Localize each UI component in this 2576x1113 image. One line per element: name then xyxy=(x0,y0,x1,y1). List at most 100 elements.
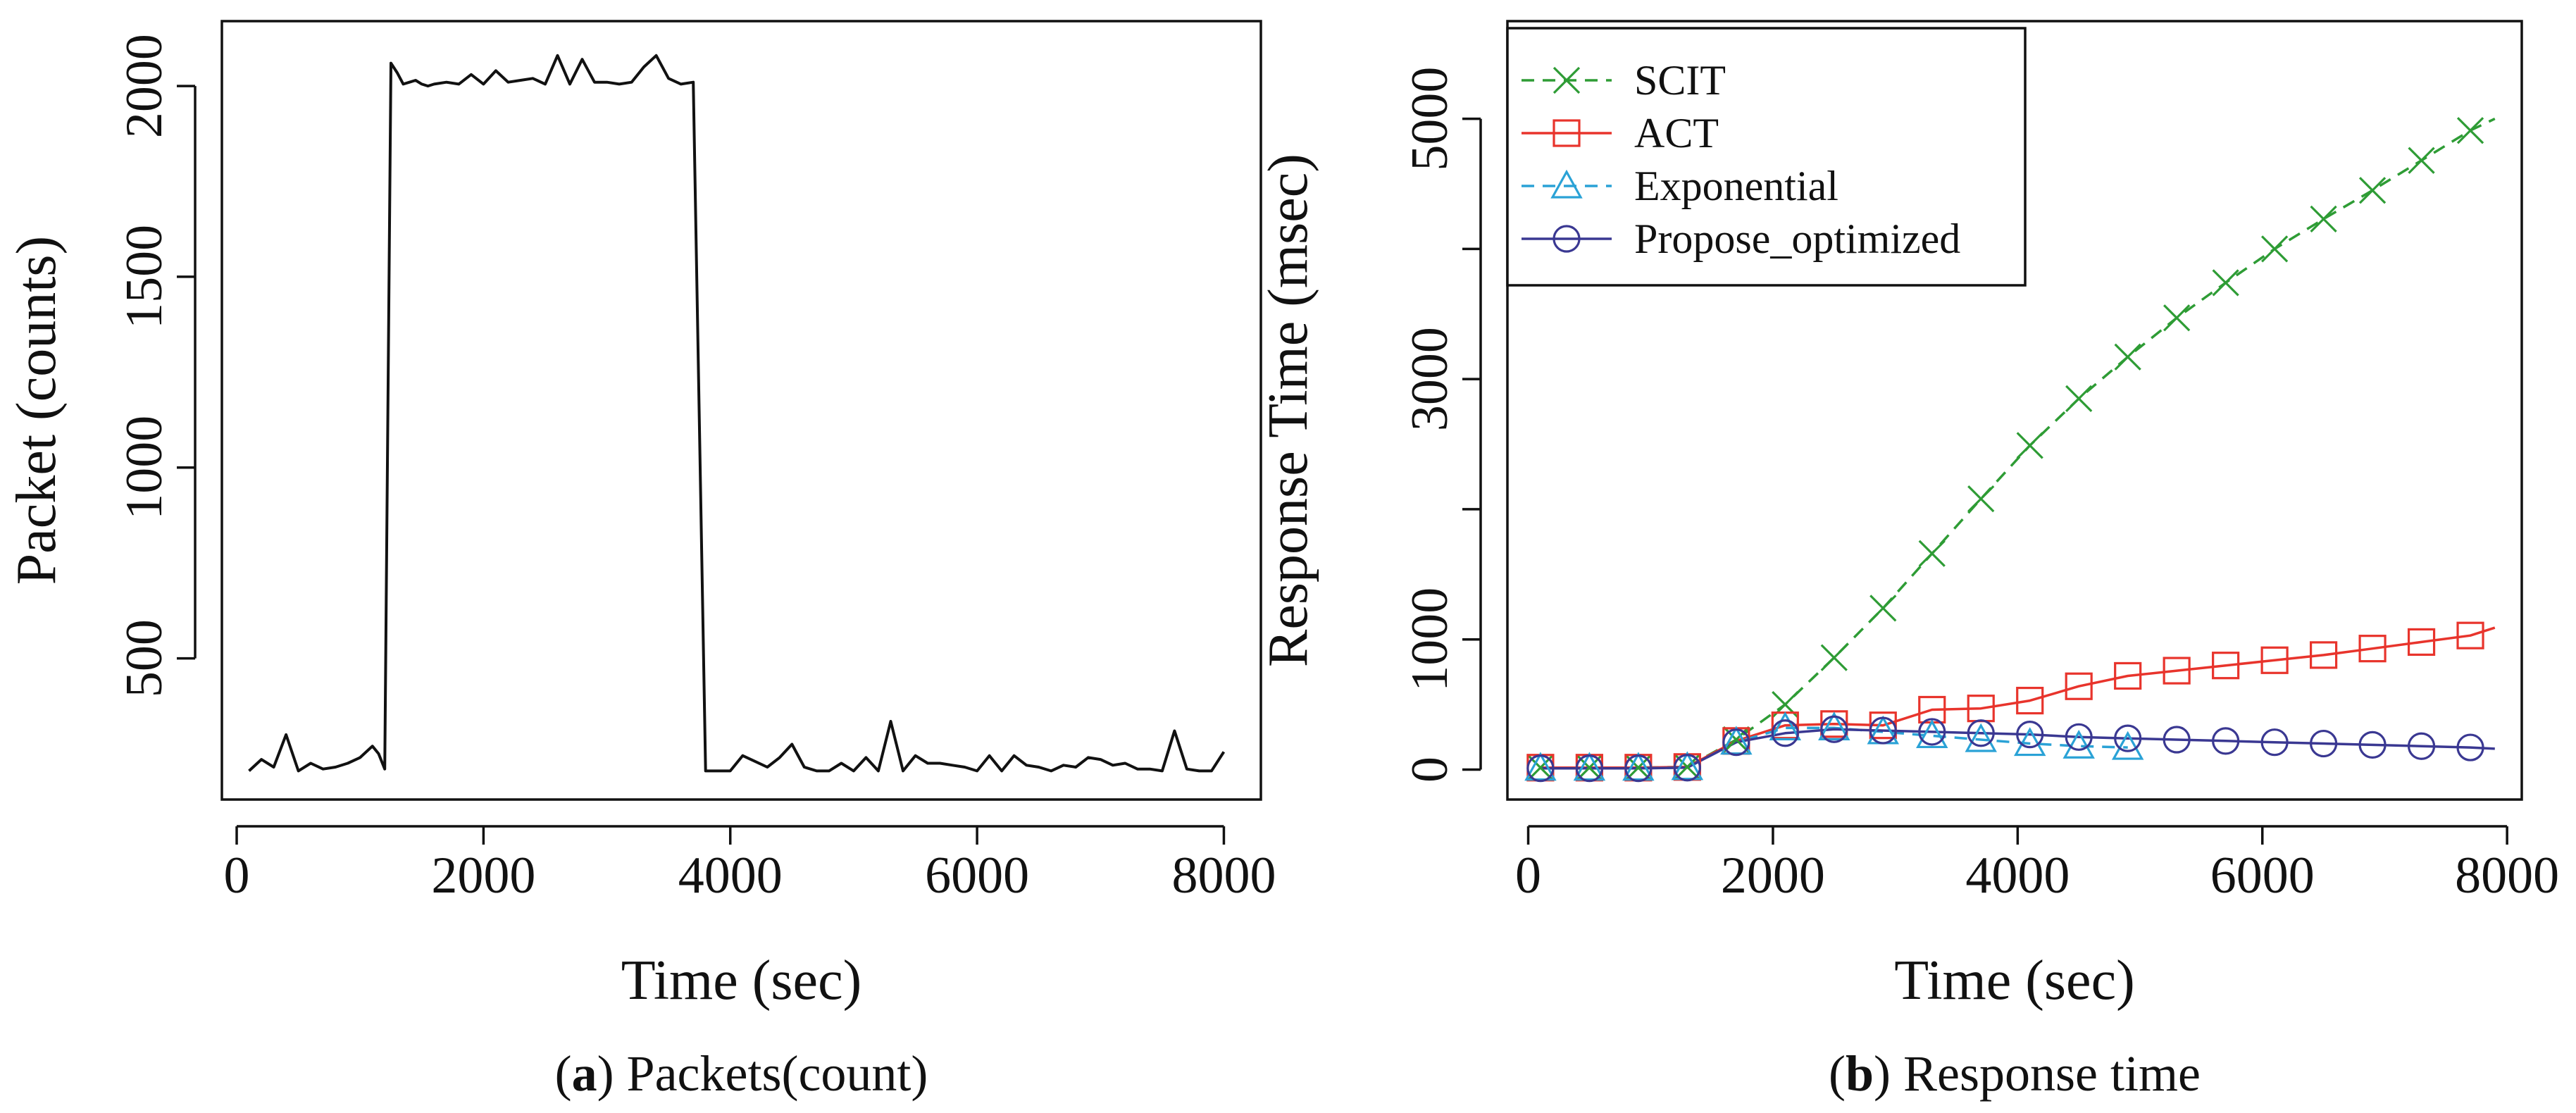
a-y-tick-label: 2000 xyxy=(116,34,173,138)
b-marker-scit xyxy=(1722,726,1750,754)
b-marker-propose-optimized xyxy=(1722,728,1750,757)
a-caption-text: ) Packets(count) xyxy=(597,1045,928,1102)
b-y-tick-label: 5000 xyxy=(1401,67,1459,171)
b-marker-act xyxy=(2358,635,2387,663)
b-marker-exponential xyxy=(1916,719,1948,749)
b-marker-act xyxy=(2114,661,2142,690)
b-marker-scit xyxy=(1820,644,1848,671)
b-marker-propose-optimized xyxy=(1771,719,1799,747)
b-marker-scit xyxy=(2260,235,2289,263)
b-marker-exponential xyxy=(2062,729,2095,759)
b-marker-scit xyxy=(2456,117,2484,144)
a-x-tick-label: 2000 xyxy=(431,847,535,904)
b-marker-scit xyxy=(2408,147,2435,174)
a-y-axis-title: Packet (counts) xyxy=(6,236,68,585)
a-y-tick-label: 1000 xyxy=(116,416,173,520)
chart-b: 0 2000 4000 6000 8000 0 1000 3000 5000 Time (sec)… xyxy=(1257,20,2559,1102)
b-marker-exponential xyxy=(1622,752,1655,781)
b-marker-propose-optimized xyxy=(2114,724,2142,752)
b-x-tick-label: 4000 xyxy=(1965,847,2070,904)
b-marker-act xyxy=(2212,652,2240,680)
b-marker-scit xyxy=(1918,540,1946,567)
b-marker-exponential xyxy=(1720,726,1753,755)
b-legend-label-act: ACT xyxy=(1634,110,1719,156)
b-y-axis-title: Response Time (msec) xyxy=(1257,154,1319,667)
b-marker-act xyxy=(2016,686,2044,715)
b-legend-label-propose-optimized: Propose_optimized xyxy=(1634,216,1960,262)
b-marker-exponential xyxy=(1524,752,1557,781)
b-y-tick-label: 0 xyxy=(1401,757,1459,783)
b-x-axis-title: Time (sec) xyxy=(1894,950,2134,1012)
a-x-tick-label: 4000 xyxy=(678,847,783,904)
b-marker-propose-optimized xyxy=(1575,754,1603,783)
b-legend-marker-exponential xyxy=(1550,169,1583,199)
b-series-line-exponential xyxy=(1540,726,2128,770)
a-x-tick-label: 6000 xyxy=(925,847,1029,904)
b-marker-scit xyxy=(2065,385,2093,413)
b-legend-label-exponential: Exponential xyxy=(1634,163,1838,209)
b-legend-marker-propose-optimized xyxy=(1553,225,1581,253)
b-marker-propose-optimized xyxy=(2407,732,2436,760)
b-marker-exponential xyxy=(1769,711,1802,740)
b-marker-exponential xyxy=(2111,730,2144,760)
b-x-tick-label: 0 xyxy=(1515,847,1541,904)
b-caption-open: ( xyxy=(1829,1045,1846,1102)
b-y-tick-label: 3000 xyxy=(1401,327,1459,431)
b-legend-marker-scit xyxy=(1553,66,1581,94)
b-legend-label-scit: SCIT xyxy=(1634,57,1726,104)
a-series-line-0 xyxy=(248,54,1226,773)
b-marker-act xyxy=(2065,672,2093,700)
b-marker-scit xyxy=(1967,485,1995,513)
b-series-line-propose-optimized xyxy=(1540,728,2495,770)
b-marker-exponential xyxy=(2013,727,2046,757)
b-caption-letter: b xyxy=(1846,1045,1874,1102)
b-marker-act xyxy=(2260,646,2289,674)
a-caption-letter: a xyxy=(572,1045,597,1102)
b-marker-scit xyxy=(2016,432,2043,459)
b-caption-text: ) Response time xyxy=(1874,1045,2201,1102)
b-marker-propose-optimized xyxy=(2065,723,2093,751)
b-marker-propose-optimized xyxy=(1526,754,1555,783)
b-marker-scit xyxy=(2163,304,2191,332)
b-marker-propose-optimized xyxy=(2456,733,2484,761)
a-x-axis-title: Time (sec) xyxy=(621,950,861,1012)
a-plot-frame xyxy=(220,20,1262,801)
b-marker-propose-optimized xyxy=(1624,754,1653,783)
b-marker-exponential xyxy=(1573,752,1606,781)
b-marker-scit xyxy=(2310,205,2337,233)
a-y-tick-label: 1500 xyxy=(116,225,173,329)
b-marker-exponential xyxy=(1671,751,1704,781)
b-marker-propose-optimized xyxy=(2016,721,2044,749)
b-marker-scit xyxy=(1869,595,1897,622)
b-marker-propose-optimized xyxy=(2310,729,2338,758)
b-legend: SCIT ACT Exponential Propose_optimized xyxy=(1506,27,2027,287)
b-y-tick-label: 1000 xyxy=(1401,587,1459,692)
b-marker-propose-optimized xyxy=(2212,727,2240,755)
b-marker-scit xyxy=(2358,177,2387,204)
b-marker-scit xyxy=(2212,269,2239,297)
b-marker-exponential xyxy=(1818,711,1850,740)
a-y-tick-label: 500 xyxy=(116,619,173,697)
b-marker-scit xyxy=(2114,343,2141,371)
b-marker-act xyxy=(2407,628,2436,657)
a-x-tick-label: 0 xyxy=(224,847,250,904)
b-x-tick-label: 8000 xyxy=(2455,847,2559,904)
b-legend-box xyxy=(1506,27,2027,287)
b-marker-propose-optimized xyxy=(2358,730,2387,759)
b-x-tick-label: 2000 xyxy=(1721,847,1825,904)
b-marker-propose-optimized xyxy=(1967,719,1995,747)
b-marker-propose-optimized xyxy=(1918,718,1946,746)
b-marker-act xyxy=(2163,657,2191,685)
b-marker-act xyxy=(2310,641,2338,669)
b-marker-propose-optimized xyxy=(1820,715,1848,743)
b-marker-exponential xyxy=(1965,723,1997,752)
b-plot-frame xyxy=(1506,20,2523,801)
b-marker-propose-optimized xyxy=(2163,726,2191,754)
b-marker-propose-optimized xyxy=(2260,728,2289,757)
a-caption-open: ( xyxy=(555,1045,572,1102)
b-marker-propose-optimized xyxy=(1673,754,1701,782)
b-x-tick-label: 6000 xyxy=(2210,847,2315,904)
a-caption: (a) Packets(count) xyxy=(555,1045,928,1102)
chart-a: 0 2000 4000 6000 8000 500 1000 1500 2000 Time (se… xyxy=(6,20,1276,1102)
